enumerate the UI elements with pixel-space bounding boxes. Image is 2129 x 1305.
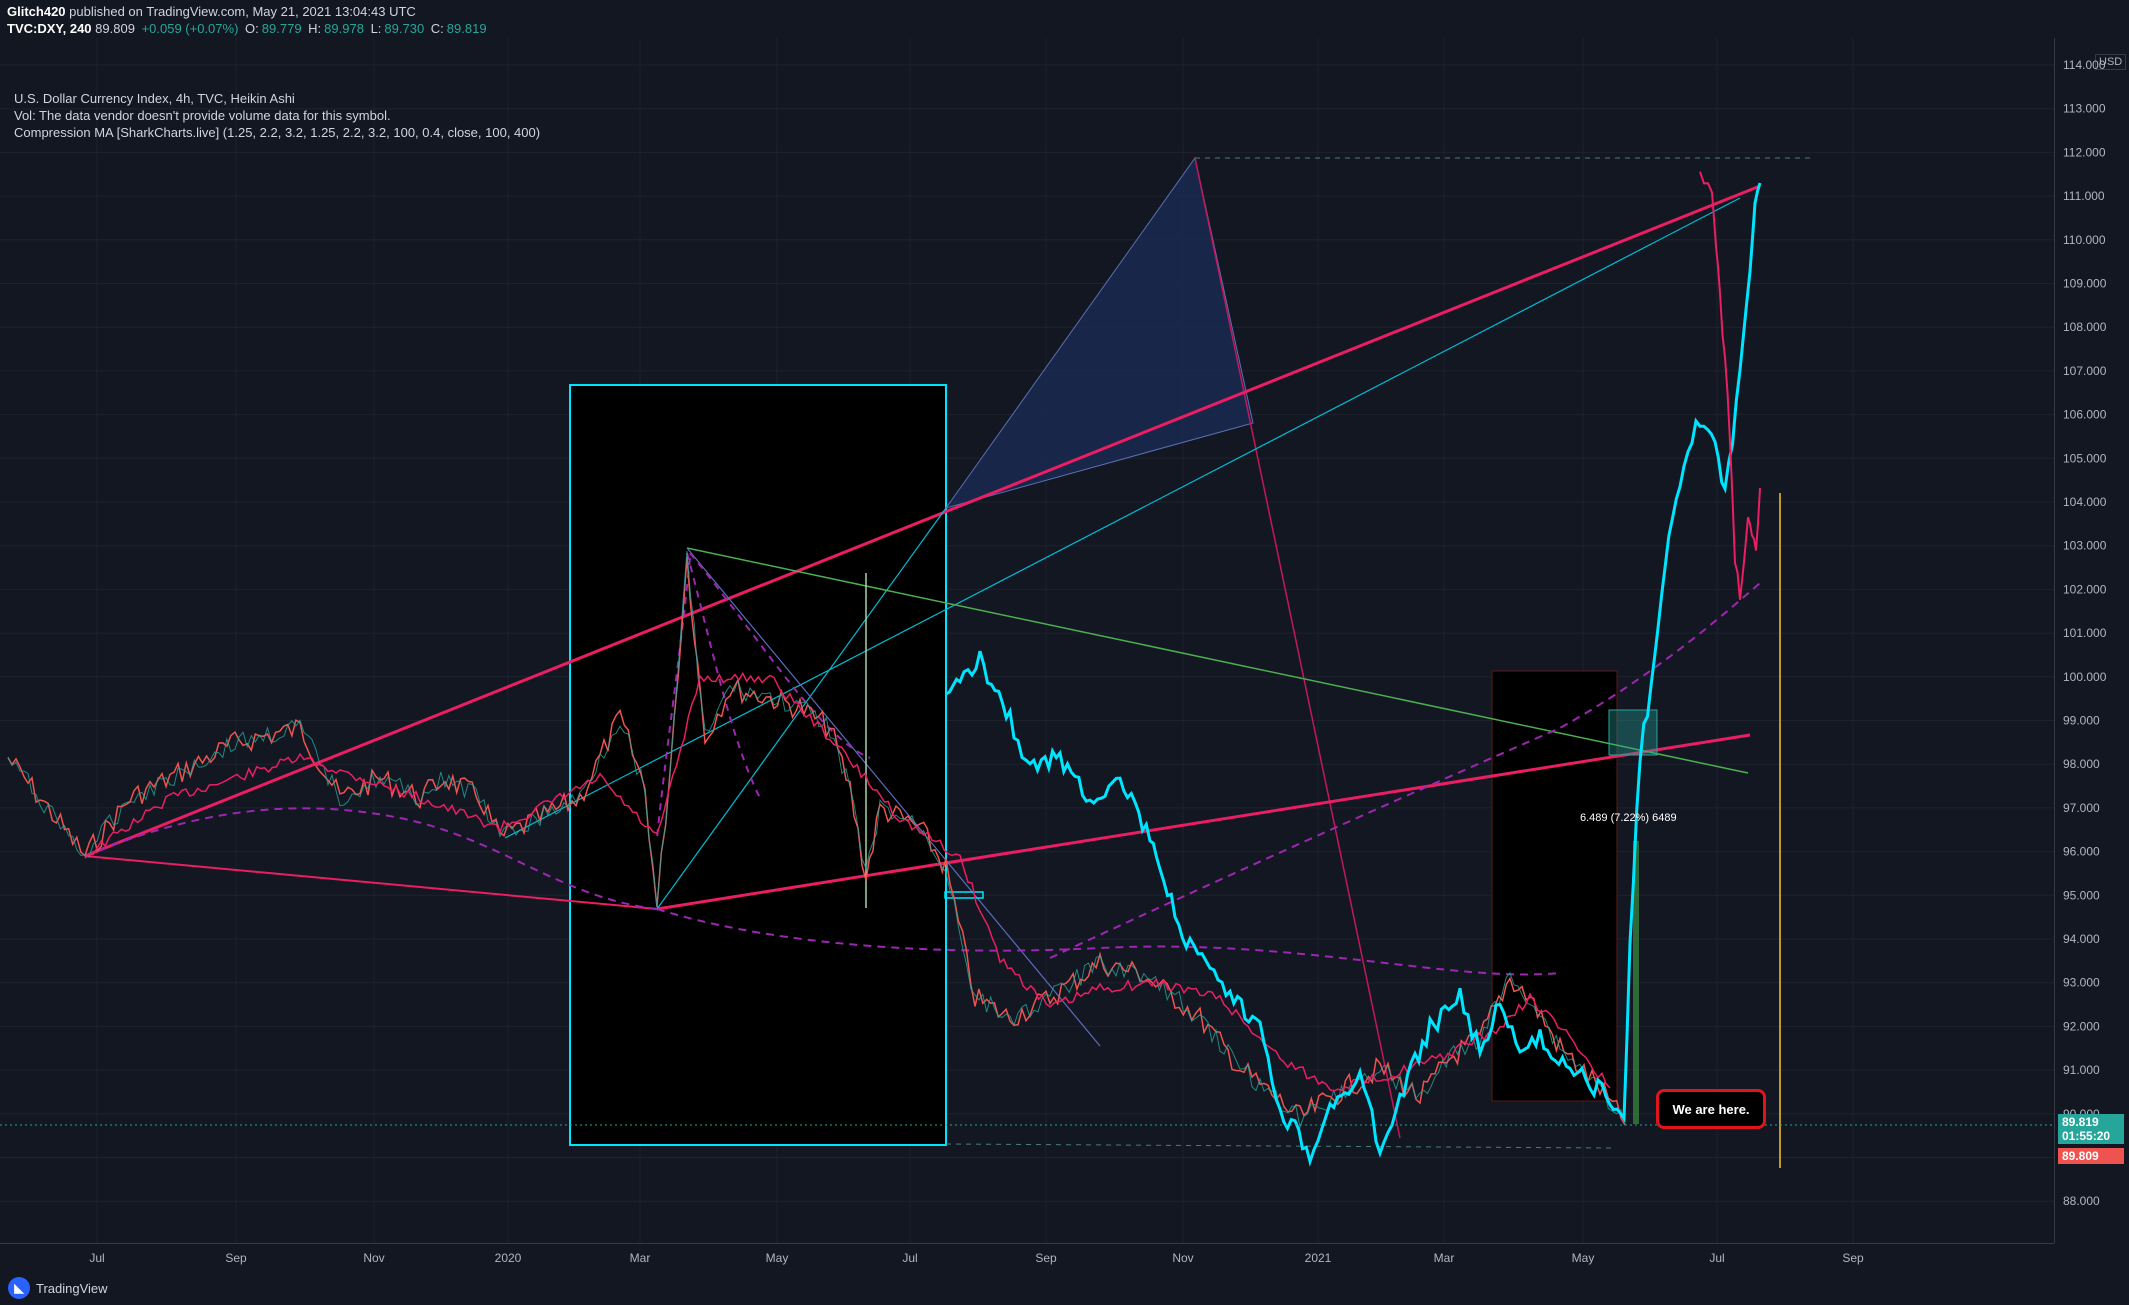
price-axis-ticks: 114.000 113.000 112.000 111.000 110.000 109.0… (2063, 58, 2107, 1208)
time-tick-label: Jul (902, 1251, 917, 1265)
price-tick-label: 97.000 (2063, 801, 2100, 815)
price-tick-label: 88.000 (2063, 1194, 2100, 1208)
close-label: C: (430, 21, 444, 36)
we-are-here-callout[interactable]: We are here. (1656, 1089, 1766, 1129)
last-price: 89.809 (95, 21, 135, 36)
time-axis-ticks: Jul Sep Nov 2020 Mar May Jul Sep Nov 2021 Mar May Ju… (89, 1251, 1864, 1265)
cyan-trendline-long[interactable] (504, 197, 1741, 839)
legend-volume: Vol: The data vendor doesn't provide vol… (14, 108, 391, 123)
price-tick-label: 110.000 (2063, 233, 2106, 247)
rectangle-drawing-dark[interactable] (1491, 670, 1618, 1102)
publisher-name[interactable]: Glitch420 (7, 4, 66, 19)
measure-label: 6.489 (7.22%) 6489 (1580, 812, 1677, 824)
pink-upper-trendline[interactable] (84, 184, 1761, 858)
symbol-ohlc-row: TVC:DXY, 240 89.809 +0.059 (+0.07%) O: 89… (7, 20, 2122, 37)
time-tick-label: Sep (1842, 1251, 1864, 1265)
price-tick-label: 105.000 (2063, 451, 2107, 465)
price-tick-label: 93.000 (2063, 976, 2100, 990)
price-tick-label: 111.000 (2063, 189, 2105, 203)
bar-countdown: 01:55:20 (2062, 1129, 2111, 1143)
purple-dashed-curve-1[interactable] (84, 807, 658, 910)
symbol-label[interactable]: TVC:DXY, 240 (7, 21, 92, 36)
open-label: O: (245, 21, 259, 36)
chart-pane[interactable]: U.S. Dollar Currency Index, 4h, TVC, Hei… (0, 38, 2054, 1243)
time-tick-label: Nov (363, 1251, 384, 1265)
red-descending-line[interactable] (1194, 157, 1401, 1139)
legend-title: U.S. Dollar Currency Index, 4h, TVC, Hei… (14, 91, 295, 106)
open-value: 89.779 (261, 21, 302, 36)
published-text: published on TradingView.com, May 21, 20… (69, 4, 416, 19)
time-tick-label: May (766, 1251, 789, 1265)
close-value: 89.819 (446, 21, 487, 36)
price-tick-label: 104.000 (2063, 495, 2107, 509)
time-tick-label: 2020 (495, 1251, 522, 1265)
cyan-projection-path[interactable] (945, 182, 1762, 1167)
time-tick-label: Mar (630, 1251, 651, 1265)
pink-lower-trendline[interactable] (656, 733, 1751, 911)
current-price-value: 89.819 (2062, 1115, 2099, 1129)
price-axis[interactable]: 114.000 113.000 112.000 111.000 110.000 109.0… (2054, 38, 2129, 1243)
time-tick-label: May (1572, 1251, 1595, 1265)
chart-legend: U.S. Dollar Currency Index, 4h, TVC, Hei… (14, 90, 540, 141)
pink-projection-path[interactable] (1699, 171, 1761, 600)
price-tick-label: 112.000 (2063, 145, 2106, 159)
time-tick-label: Jul (1709, 1251, 1724, 1265)
price-tick-label: 102.000 (2063, 582, 2107, 596)
time-tick-label: Jul (89, 1251, 104, 1265)
price-tick-label: 100.000 (2063, 670, 2107, 684)
purple-dashed-arcs[interactable] (656, 552, 871, 839)
time-tick-label: Nov (1172, 1251, 1193, 1265)
currency-label[interactable]: USD (2095, 54, 2127, 70)
price-tick-label: 103.000 (2063, 539, 2107, 553)
prev-price-value: 89.809 (2062, 1149, 2099, 1163)
legend-indicator[interactable]: Compression MA [SharkCharts.live] (1.25,… (14, 125, 541, 140)
price-tick-label: 98.000 (2063, 757, 2100, 771)
purple-dashed-curve-2[interactable] (656, 908, 1561, 976)
grid-lines (0, 38, 2054, 1243)
tradingview-logo-icon[interactable]: ◣ (8, 1277, 30, 1299)
time-tick-label: Mar (1434, 1251, 1455, 1265)
price-tick-label: 107.000 (2063, 364, 2107, 378)
low-label: L: (370, 21, 382, 36)
price-tick-label: 91.000 (2063, 1063, 2100, 1077)
price-tick-label: 106.000 (2063, 408, 2107, 422)
time-tick-label: 2021 (1305, 1251, 1332, 1265)
price-tick-label: 108.000 (2063, 320, 2107, 334)
price-tick-label: 101.000 (2063, 626, 2107, 640)
time-axis[interactable]: Jul Sep Nov 2020 Mar May Jul Sep Nov 2021 Mar May Ju… (0, 1243, 2054, 1271)
high-label: H: (308, 21, 322, 36)
publish-info: Glitch420 published on TradingView.com, … (7, 3, 2122, 20)
small-cyan-marker[interactable] (944, 891, 984, 899)
rectangle-drawing-cyan[interactable] (569, 384, 947, 1146)
pink-base-trendline[interactable] (84, 855, 658, 910)
price-tick-label: 95.000 (2063, 888, 2100, 902)
footer-bar: ◣ TradingView (0, 1271, 2129, 1305)
price-tick-label: 114.000 (2063, 58, 2106, 72)
price-change: +0.059 (+0.07%) (141, 21, 239, 36)
purple-dashed-curve-3[interactable] (1049, 582, 1761, 959)
top-info-bar: Glitch420 published on TradingView.com, … (0, 0, 2129, 38)
price-tick-label: 113.000 (2063, 102, 2106, 116)
price-tick-label: 109.000 (2063, 277, 2107, 291)
green-trendline[interactable] (686, 547, 1749, 774)
time-tick-label: Sep (1035, 1251, 1057, 1265)
price-tick-label: 94.000 (2063, 932, 2100, 946)
current-price-badge: 89.819 01:55:20 (2058, 1114, 2124, 1144)
chart-drawing-canvas[interactable] (0, 38, 2054, 1243)
price-tick-label: 92.000 (2063, 1019, 2100, 1033)
time-tick-label: Sep (225, 1251, 247, 1265)
highlight-box-green[interactable] (1608, 709, 1658, 756)
blue-descending-line[interactable] (686, 547, 1101, 1047)
price-tick-label: 99.000 (2063, 714, 2100, 728)
triangle-drawing[interactable] (944, 156, 1254, 509)
brand-name[interactable]: TradingView (36, 1280, 108, 1296)
price-series-heikin-ashi (7, 556, 1626, 1126)
dashed-low-line[interactable] (945, 1143, 1614, 1149)
price-tick-label: 96.000 (2063, 845, 2100, 859)
high-value: 89.978 (324, 21, 364, 36)
low-value: 89.730 (384, 21, 425, 36)
prev-price-badge: 89.809 (2058, 1148, 2124, 1164)
